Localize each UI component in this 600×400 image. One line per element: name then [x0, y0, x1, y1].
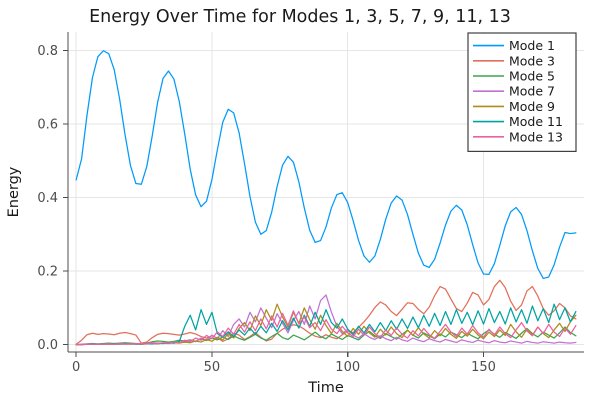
x-tick-label: 0 [72, 360, 80, 375]
series-lines [75, 50, 577, 346]
y-tick-label: 0.2 [37, 265, 58, 280]
legend-box [467, 32, 577, 153]
tick-labels: 0.0 0.2 0.4 0.6 0.8 0 50 100 150 [37, 44, 496, 375]
x-tick-label: 150 [471, 360, 496, 375]
y-tick-label: 0.0 [37, 338, 58, 353]
legend-label-mode-11[interactable]: Mode 11 [509, 114, 563, 129]
legend-label-mode-7[interactable]: Mode 7 [509, 84, 555, 99]
x-tick-label: 100 [335, 360, 360, 375]
x-axis-label: Time [307, 380, 344, 396]
chart-title: Energy Over Time for Modes 1, 3, 5, 7, 9… [89, 7, 511, 27]
y-axis-label: Energy [6, 166, 22, 217]
legend-label-mode-3[interactable]: Mode 3 [509, 53, 555, 68]
axes [63, 32, 584, 357]
series-line-mode-1 [75, 50, 577, 280]
series-line-mode-3 [75, 279, 577, 345]
y-tick-label: 0.8 [37, 44, 58, 59]
legend-label-mode-1[interactable]: Mode 1 [509, 38, 555, 53]
x-tick-label: 50 [204, 360, 221, 375]
legend-label-mode-9[interactable]: Mode 9 [509, 99, 555, 114]
legend-label-mode-5[interactable]: Mode 5 [509, 69, 555, 84]
series-line-mode-13 [75, 310, 577, 346]
y-tick-label: 0.4 [37, 191, 58, 206]
legend-label-mode-13[interactable]: Mode 13 [509, 129, 563, 144]
y-tick-label: 0.6 [37, 117, 58, 132]
